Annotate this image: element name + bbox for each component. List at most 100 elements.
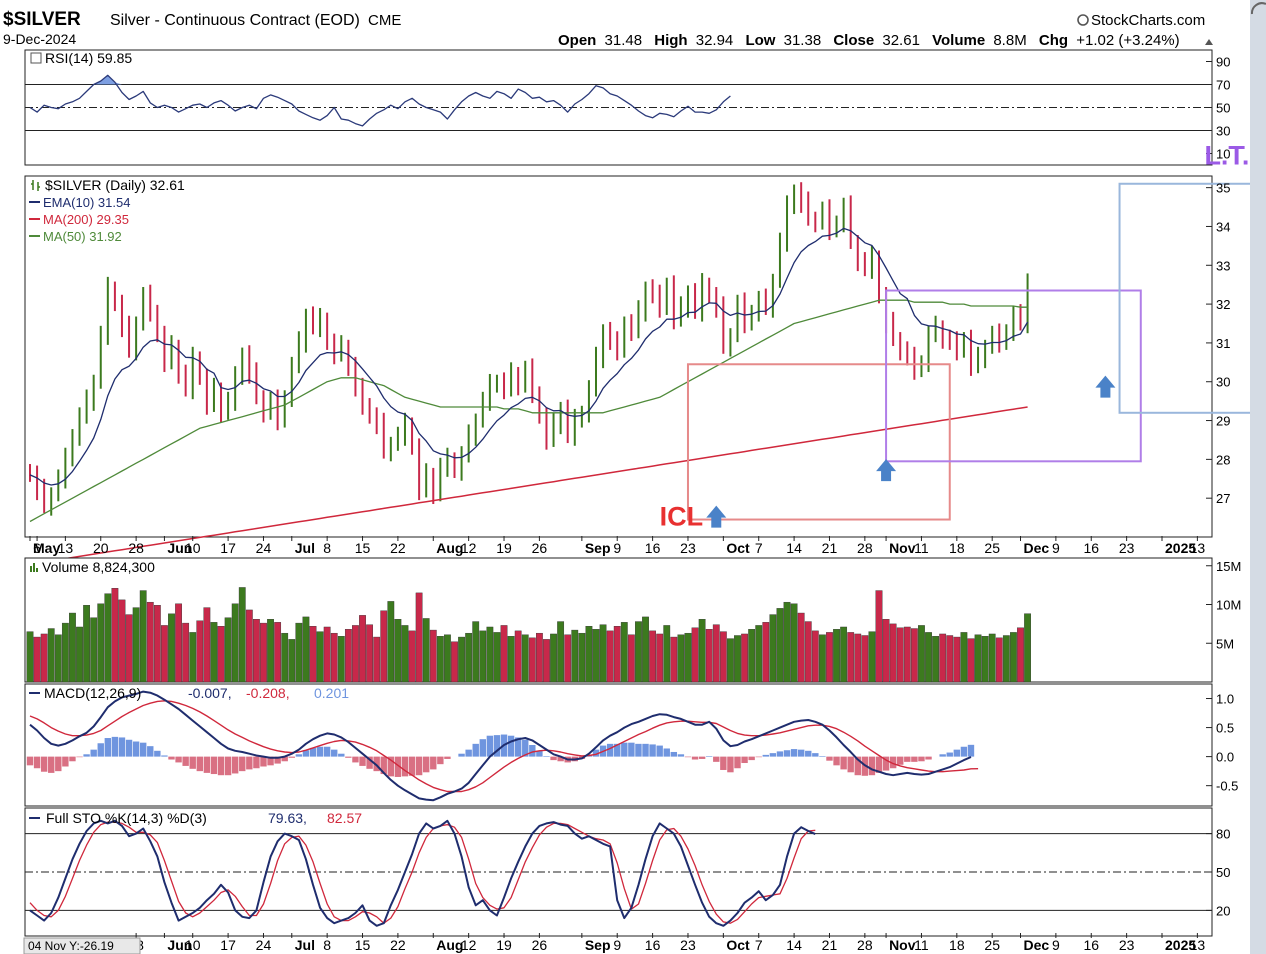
- macd-histogram-bar: [267, 756, 274, 766]
- macd-histogram-bar: [656, 745, 663, 757]
- volume-bar: [762, 622, 770, 683]
- volume-bar: [175, 603, 182, 683]
- x-tick-label: 9: [1052, 937, 1060, 953]
- x-tick-label: 16: [645, 540, 661, 556]
- macd-histogram-bar: [239, 756, 246, 772]
- volume-bar: [267, 619, 274, 683]
- macd-histogram-bar: [684, 756, 692, 758]
- x-tick-label: 16: [1083, 540, 1099, 556]
- macd-histogram-bar: [706, 756, 713, 757]
- volume-bar: [231, 603, 239, 683]
- macd-histogram-bar: [331, 749, 338, 757]
- macd-histogram-bar: [727, 756, 734, 773]
- macd-signal-line: [29, 700, 979, 793]
- macd-histogram-bar: [373, 756, 380, 772]
- x-tick-label: 26: [532, 540, 548, 556]
- macd-histogram-bar: [253, 756, 260, 769]
- volume-bar: [797, 612, 805, 683]
- macd-histogram-bar: [691, 756, 699, 760]
- volume-bar: [712, 624, 720, 683]
- brand-name: StockCharts.com: [1091, 12, 1205, 29]
- x-tick-label: Dec: [1024, 937, 1050, 953]
- macd-histogram-bar: [288, 756, 295, 758]
- volume-bar: [627, 634, 635, 683]
- sto-d-line: [29, 821, 816, 924]
- y-tick-label: 30: [1216, 375, 1230, 390]
- volume-bar: [111, 588, 119, 683]
- volume-bar: [677, 634, 685, 683]
- volume-bar: [592, 629, 600, 683]
- annotation-box: [885, 289, 1142, 463]
- x-tick-label: 12: [461, 540, 477, 556]
- volume-bar: [132, 607, 140, 683]
- volume-bar: [585, 626, 593, 683]
- volume-bar: [316, 631, 324, 683]
- volume-bar: [635, 621, 642, 683]
- macd-histogram-bar: [97, 743, 104, 757]
- macd-histogram-bar: [621, 742, 628, 757]
- x-tick-label: 2025: [1165, 540, 1196, 556]
- volume-bar: [918, 625, 925, 683]
- price-panel: ICL L.T. 35 34 33 32 31 30 29 28 27 $SILVER (Daily)…: [24, 140, 1266, 565]
- x-tick-label: 23: [1119, 937, 1135, 953]
- volume-bar: [196, 620, 204, 683]
- rsi-legend: RSI(14) 59.85: [45, 50, 132, 66]
- volume-bar: [939, 633, 947, 683]
- brand-icon: [1077, 14, 1089, 26]
- volume-bar: [104, 593, 112, 683]
- x-tick-label: 13: [1190, 937, 1206, 953]
- volume-bar: [620, 622, 628, 683]
- x-tick-label: 22: [390, 540, 406, 556]
- macd-histogram-bar: [911, 756, 918, 762]
- macd-histogram-bar: [323, 746, 331, 757]
- macd-legend-value: -0.007,: [188, 685, 232, 701]
- chart-exchange: CME: [368, 12, 401, 29]
- macd-histogram-bar: [529, 745, 536, 757]
- x-tick-label: 18: [949, 540, 965, 556]
- x-tick-label: 28: [857, 937, 873, 953]
- macd-histogram-bar: [104, 738, 112, 757]
- y-tick-label: 5M: [1216, 636, 1234, 651]
- annotation-box: [686, 363, 951, 521]
- volume-bar: [684, 632, 692, 683]
- macd-histogram-bar: [401, 756, 409, 777]
- macd-histogram-bar: [69, 756, 76, 762]
- y-tick-label: 32: [1216, 297, 1230, 312]
- volume-legend: Volume 8,824,300: [42, 559, 155, 575]
- brand-logo: StockCharts.com: [1077, 12, 1205, 29]
- annotation-label: L.T.: [1204, 140, 1249, 170]
- macd-histogram-bar: [819, 756, 826, 757]
- scrollbar[interactable]: [1250, 0, 1266, 954]
- macd-histogram-bar: [408, 756, 416, 776]
- volume-bar: [903, 626, 911, 683]
- macd-histogram-bar: [918, 756, 925, 762]
- legend-entry: MA(200) 29.35: [43, 212, 129, 227]
- volume-bar: [854, 633, 862, 683]
- scroll-up-icon[interactable]: [1250, 2, 1266, 15]
- volume-bar: [238, 587, 246, 683]
- macd-histogram-bar: [26, 756, 34, 766]
- volume-bar: [783, 601, 791, 683]
- macd-histogram-bar: [62, 756, 69, 767]
- macd-histogram-bar: [734, 756, 741, 769]
- volume-bar: [125, 614, 133, 683]
- annotation-label: ICL: [660, 501, 704, 531]
- volume-bar: [118, 599, 126, 683]
- macd-histogram-bar: [606, 743, 614, 757]
- x-tick-label: 28: [857, 540, 873, 556]
- macd-histogram-bar: [663, 748, 670, 757]
- macd-histogram-bar: [196, 756, 203, 772]
- macd-histogram-bar: [224, 756, 232, 776]
- sto-k-line: [29, 819, 816, 927]
- low-value: 31.38: [784, 32, 822, 49]
- volume-bar: [54, 634, 62, 683]
- macd-histogram-bar: [430, 756, 437, 770]
- y-tick-label: 10: [1216, 147, 1230, 162]
- volume-bar: [366, 624, 373, 683]
- macd-histogram-bar: [882, 756, 890, 771]
- macd-histogram-bar: [868, 756, 876, 776]
- volume-bar: [323, 626, 331, 683]
- macd-histogram-bar: [783, 750, 791, 757]
- volume-bar: [521, 634, 529, 683]
- macd-histogram-bar: [125, 739, 133, 757]
